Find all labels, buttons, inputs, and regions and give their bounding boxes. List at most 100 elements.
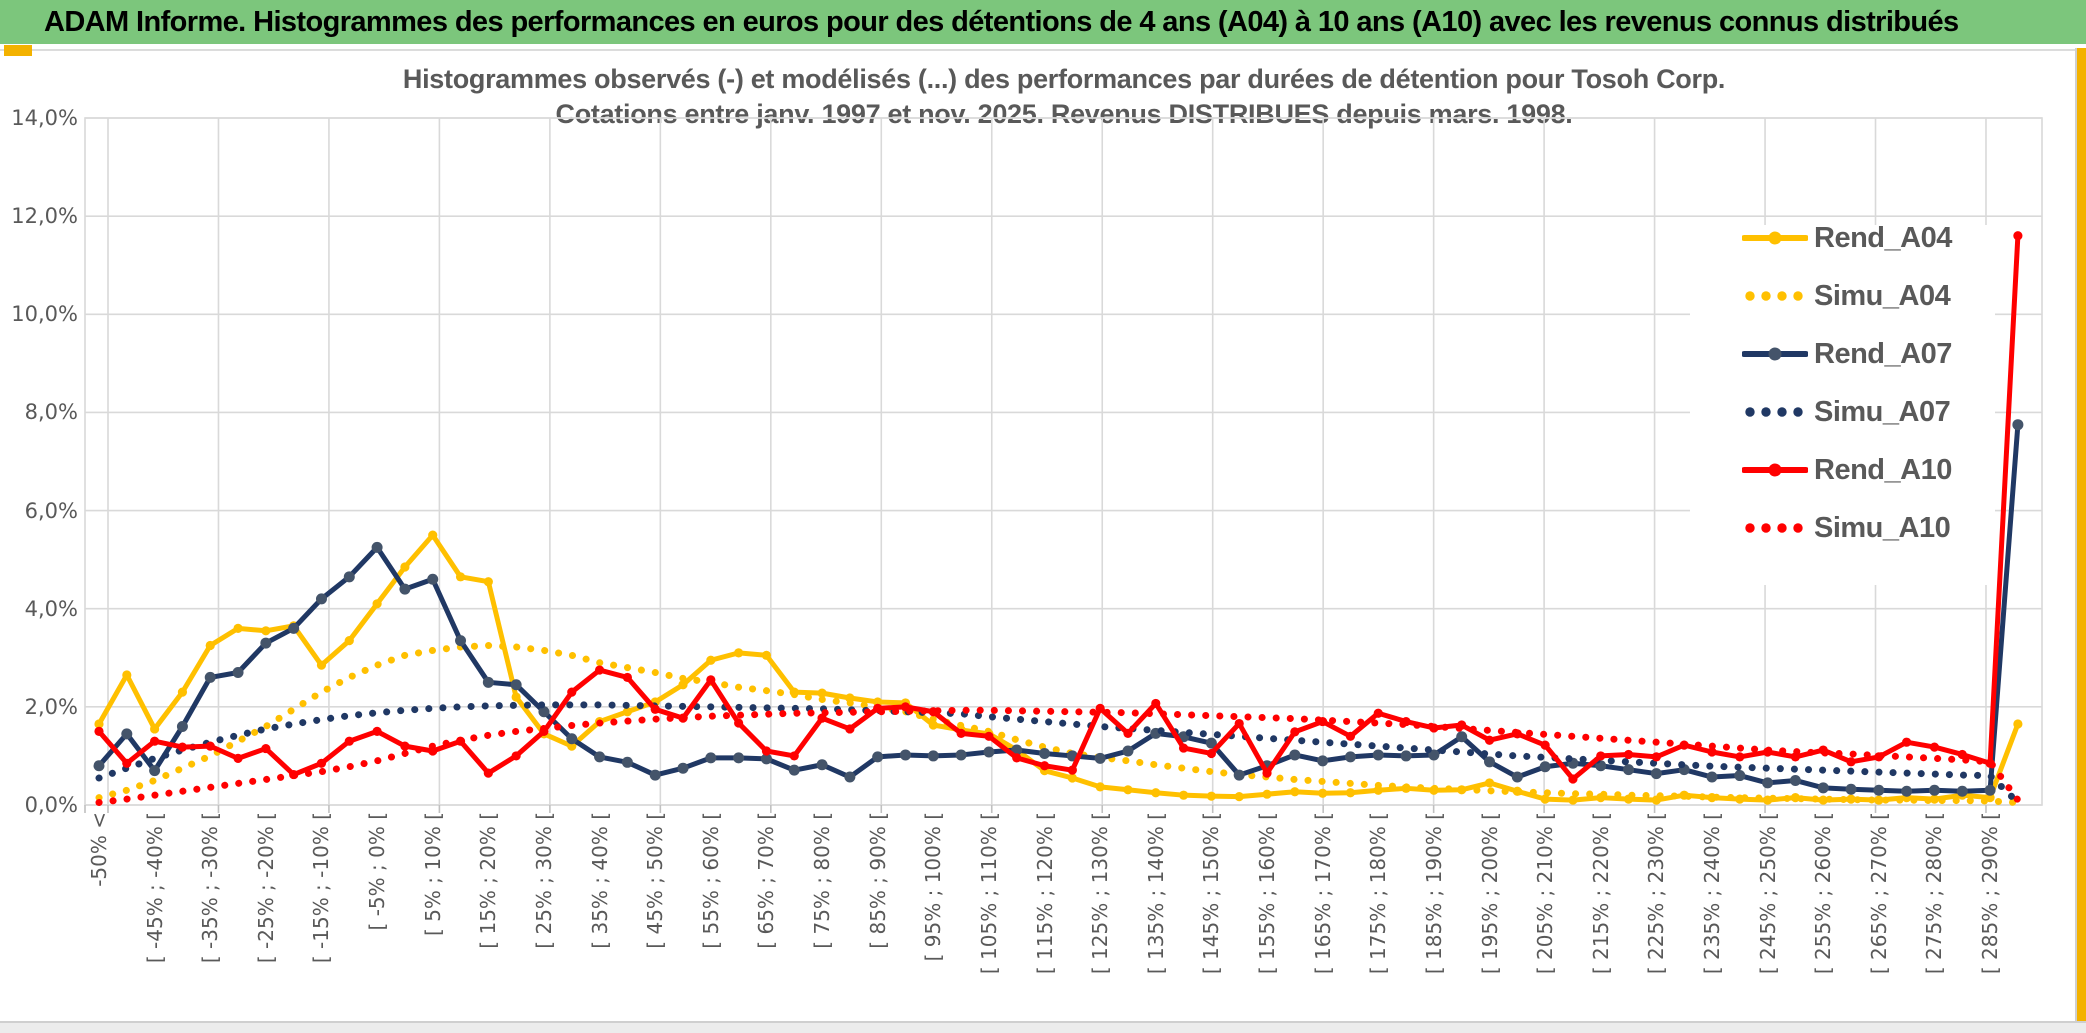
legend-item-Simu_A04[interactable]: Simu_A04: [1742, 276, 1951, 316]
marker-Rend_A07: [1901, 785, 1913, 797]
legend-item-Rend_A04[interactable]: Rend_A04: [1742, 218, 1952, 258]
marker-Rend_A10: [372, 726, 382, 736]
chart-title-line1: Histogrammes observés (-) et modélisés (…: [402, 64, 1726, 94]
x-tick-label: [ 215% ; 220% [: [1588, 812, 1613, 975]
marker-Rend_A07: [1344, 751, 1356, 763]
marker-Rend_A04: [1123, 785, 1133, 795]
marker-Rend_A10: [1345, 731, 1356, 741]
marker-Rend_A07: [705, 752, 717, 764]
legend-label: Simu_A10: [1814, 511, 1951, 544]
marker-Rend_A07: [1122, 745, 1134, 757]
marker-Rend_A04: [734, 648, 744, 658]
dotted-line-swatch-icon: [1745, 523, 1803, 533]
legend-item-Simu_A10[interactable]: Simu_A10: [1742, 508, 1951, 548]
y-tick-label: 12,0%: [11, 204, 78, 229]
marker-Rend_A04: [1568, 795, 1578, 805]
x-tick-label: [ 25% ; 30% [: [531, 812, 556, 949]
legend-item-Rend_A10[interactable]: Rend_A10: [1742, 450, 1952, 490]
marker-Rend_A07: [1039, 747, 1051, 759]
marker-Rend_A10: [761, 746, 772, 756]
marker-Rend_A10: [122, 758, 132, 768]
marker-Rend_A07: [2012, 419, 2024, 431]
marker-Rend_A07: [121, 728, 133, 740]
marker-Rend_A10: [2013, 231, 2023, 241]
legend-item-Rend_A07[interactable]: Rend_A07: [1742, 334, 1952, 374]
x-tick-label: [ 155% ; 160% [: [1255, 812, 1280, 975]
y-tick-label: 2,0%: [24, 694, 78, 719]
y-tick-label: 4,0%: [24, 596, 78, 621]
marker-Rend_A04: [150, 724, 160, 734]
marker-Rend_A04: [1290, 787, 1300, 797]
x-tick-label: [ 235% ; 240% [: [1699, 812, 1724, 975]
marker-Rend_A07: [1650, 768, 1662, 780]
marker-Rend_A10: [233, 753, 243, 763]
solid-line-swatch-icon: [1742, 347, 1808, 361]
marker-Rend_A04: [1929, 794, 1940, 804]
marker-Rend_A04: [706, 655, 716, 665]
marker-Rend_A10: [650, 704, 660, 714]
marker-Rend_A04: [1318, 788, 1328, 798]
x-tick-label: [ 115% ; 120% [: [1032, 812, 1057, 975]
y-tick-label: 0,0%: [24, 793, 78, 817]
x-tick-label: [ 275% ; 280% [: [1922, 812, 1947, 975]
marker-Rend_A04: [1818, 795, 1828, 805]
marker-Rend_A07: [1873, 784, 1885, 796]
marker-Rend_A07: [1706, 771, 1718, 783]
marker-Rend_A04: [1234, 792, 1244, 802]
marker-Rend_A04: [511, 692, 521, 702]
marker-Rend_A10: [984, 731, 994, 741]
marker-Rend_A07: [760, 753, 772, 765]
marker-Rend_A10: [789, 751, 799, 761]
marker-Rend_A07: [677, 762, 689, 774]
marker-Rend_A07: [1428, 749, 1440, 761]
marker-Rend_A10: [1929, 742, 1940, 752]
marker-Rend_A07: [149, 765, 161, 777]
series-Simu_A04: [95, 642, 2022, 807]
marker-Rend_A04: [1262, 789, 1272, 799]
marker-Rend_A04: [1095, 782, 1105, 792]
marker-Rend_A04: [1790, 793, 1801, 803]
marker-Rend_A10: [1568, 774, 1578, 784]
marker-Rend_A07: [1956, 785, 1968, 797]
x-tick-label: [ -15% ; -10% [: [309, 812, 334, 964]
marker-Rend_A07: [455, 635, 467, 647]
marker-Rend_A10: [344, 736, 354, 746]
x-tick-label: [ 55% ; 60% [: [698, 812, 723, 949]
x-tick-label: [ 95% ; 100% [: [921, 812, 946, 962]
marker-Rend_A10: [706, 675, 716, 685]
marker-Rend_A04: [678, 680, 688, 690]
marker-Rend_A07: [1511, 771, 1523, 783]
marker-Rend_A10: [1123, 728, 1133, 738]
marker-Rend_A07: [899, 749, 911, 761]
marker-Rend_A04: [1540, 794, 1550, 804]
marker-Rend_A10: [511, 751, 521, 761]
x-tick-label: -50% <: [87, 812, 111, 887]
x-tick-label: [ 35% ; 40% [: [587, 812, 612, 949]
marker-Rend_A04: [1846, 794, 1856, 804]
right-scroll-thumb[interactable]: [2077, 48, 2086, 1033]
dotted-line-swatch-icon: [1745, 407, 1803, 417]
marker-Rend_A04: [122, 670, 132, 680]
x-tick-label: [ 195% ; 200% [: [1477, 812, 1502, 975]
marker-Rend_A04: [567, 741, 577, 751]
marker-Rend_A04: [1874, 795, 1884, 805]
x-tick-label: [ 205% ; 210% [: [1533, 812, 1558, 975]
marker-Rend_A04: [261, 626, 271, 636]
marker-Rend_A04: [483, 577, 493, 587]
marker-Rend_A04: [1067, 773, 1077, 783]
marker-Rend_A07: [1928, 784, 1940, 796]
legend-item-Simu_A07[interactable]: Simu_A07: [1742, 392, 1951, 432]
marker-Rend_A04: [94, 719, 104, 729]
marker-Rend_A10: [1902, 737, 1912, 747]
legend-label: Simu_A07: [1814, 395, 1951, 428]
x-tick-label: [ -25% ; -20% [: [253, 812, 278, 964]
marker-Rend_A07: [371, 541, 383, 553]
bottom-bar: [0, 1021, 2086, 1033]
marker-Rend_A04: [761, 650, 772, 660]
legend-label: Rend_A10: [1814, 453, 1952, 486]
marker-Rend_A07: [927, 750, 939, 762]
marker-Rend_A07: [621, 756, 633, 768]
y-tick-label: 14,0%: [11, 106, 78, 130]
marker-Rend_A10: [1484, 735, 1495, 745]
